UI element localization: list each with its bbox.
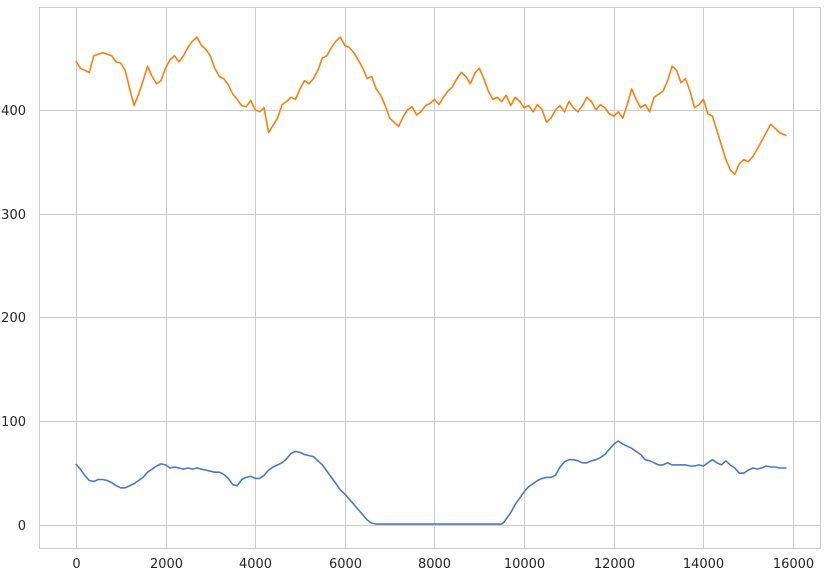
x-tick-label: 8000 <box>418 557 451 572</box>
x-tick-label: 0 <box>72 557 80 572</box>
x-tick-label: 4000 <box>239 557 272 572</box>
y-tick-label: 300 <box>1 208 26 223</box>
y-tick-label: 400 <box>1 104 26 119</box>
series-lines <box>75 36 787 525</box>
x-tick-label: 14000 <box>683 557 724 572</box>
y-tick-label: 100 <box>1 415 26 430</box>
grid-lines <box>40 8 820 548</box>
x-tick-label: 2000 <box>150 557 183 572</box>
x-axis-tick-labels: 0 2000 4000 6000 8000 10000 12000 14000 16000 <box>72 557 814 572</box>
x-tick-label: 6000 <box>329 557 362 572</box>
series-line-2 <box>75 440 787 525</box>
x-tick-label: 10000 <box>504 557 545 572</box>
x-tick-label: 12000 <box>594 557 635 572</box>
series-line-1 <box>75 36 787 175</box>
x-tick-label: 16000 <box>773 557 814 572</box>
y-axis-tick-labels: 0 100 200 300 400 <box>1 104 26 534</box>
plot-frame <box>39 7 821 549</box>
y-tick-label: 200 <box>1 311 26 326</box>
y-tick-label: 0 <box>18 519 26 534</box>
